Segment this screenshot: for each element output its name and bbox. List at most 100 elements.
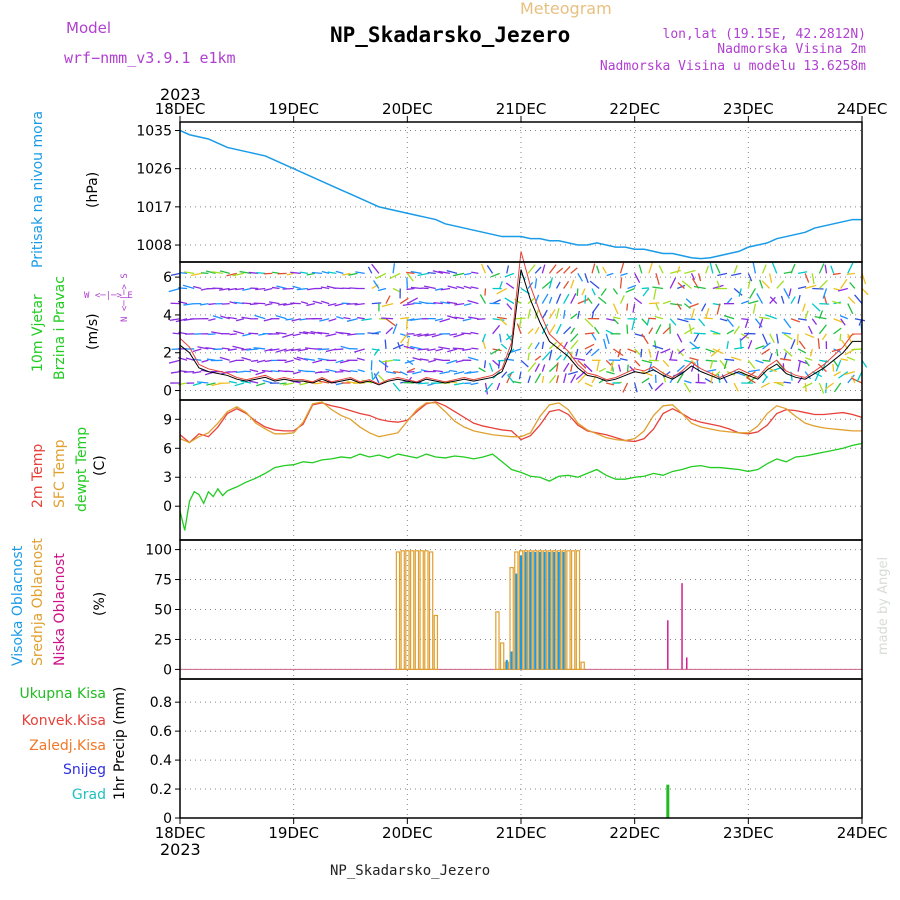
wind-barb xyxy=(541,293,549,304)
wind-barb xyxy=(620,272,628,277)
temp-label-2: SFC Temp xyxy=(52,439,68,508)
low-cloud-bar xyxy=(681,583,683,670)
wind-barb xyxy=(512,380,522,384)
wind-barb xyxy=(641,359,653,364)
wind-barb xyxy=(541,309,548,320)
wind-barb xyxy=(534,266,542,274)
wind-barb xyxy=(389,272,401,280)
wind-barb xyxy=(399,297,409,305)
wind-barb xyxy=(819,302,830,305)
wind-barb xyxy=(761,348,771,355)
wind-barb xyxy=(439,318,451,323)
wind-barb xyxy=(235,318,245,322)
wind-barb xyxy=(769,352,773,361)
wind-barb xyxy=(769,273,773,284)
wind-barb xyxy=(318,370,330,374)
wind-barb xyxy=(169,318,181,321)
wind-barb xyxy=(262,379,273,384)
wind-barb xyxy=(670,269,681,274)
wind-barb xyxy=(747,340,753,350)
wind-barb xyxy=(478,367,486,373)
wind-barb xyxy=(486,265,494,274)
wind-barb xyxy=(499,318,508,326)
wind-barb xyxy=(303,331,316,335)
temp2m-line xyxy=(179,401,863,444)
wind-barb xyxy=(384,339,387,350)
wind-barb xyxy=(240,380,252,384)
wind-barb xyxy=(233,330,245,335)
wind-barb xyxy=(776,333,779,344)
precip-ytick-label: 0.6 xyxy=(150,724,172,740)
wind-barb xyxy=(705,265,710,274)
wind-barb xyxy=(481,333,487,343)
wind-barb xyxy=(811,303,821,312)
wind-barb xyxy=(371,263,380,274)
wind-barb xyxy=(340,345,351,350)
wind-barb xyxy=(797,376,803,384)
wind-barb xyxy=(739,338,742,350)
date-label-bottom: 22DEC xyxy=(609,824,660,842)
wind-barb xyxy=(818,279,828,289)
wind-barb xyxy=(275,315,287,320)
wind-barb xyxy=(840,278,848,289)
wind-barb xyxy=(776,280,785,289)
wind-barb xyxy=(761,280,771,289)
wind-ytick-label: 6 xyxy=(163,270,172,286)
wind-barb xyxy=(555,375,560,384)
wind-barb xyxy=(758,318,764,329)
wind-barb xyxy=(312,359,323,364)
wind-barb xyxy=(199,302,209,306)
wind-barb xyxy=(321,270,330,274)
wind-barb xyxy=(434,318,444,322)
wind-barb xyxy=(563,293,570,304)
wind-barb xyxy=(693,285,706,290)
wind-barb xyxy=(264,302,273,306)
plot-area: 1035 1026 1017 1008 6 4 2 0 9 6 3 0 100 75 50 25 0 0.8 0.6… xyxy=(136,100,887,842)
wind-barb xyxy=(499,333,502,343)
wind-barb xyxy=(412,371,422,375)
wind-barb xyxy=(570,293,577,304)
wind-barb xyxy=(619,357,628,361)
wind-barb xyxy=(690,308,695,319)
wind-barb xyxy=(652,286,664,290)
wind-barb xyxy=(693,333,700,343)
high-cloud-bar xyxy=(520,555,522,670)
wind-barb xyxy=(449,333,458,336)
date-label-top: 23DEC xyxy=(723,100,774,118)
wind-barb xyxy=(406,359,414,366)
wind-barb xyxy=(748,369,761,373)
wind-barb xyxy=(343,316,351,320)
temp-label-3: dewpt Temp xyxy=(74,427,90,512)
wind-barb xyxy=(676,266,681,274)
wind-barb xyxy=(269,348,280,352)
wind-barb xyxy=(741,300,750,305)
wind-barb xyxy=(783,318,792,329)
wind-barb xyxy=(413,302,422,305)
wind-barb xyxy=(817,363,827,373)
wind-barb xyxy=(570,364,573,372)
wind-barb xyxy=(797,294,801,304)
wind-barb xyxy=(338,331,351,335)
wind-barb xyxy=(307,287,316,291)
wind-barb xyxy=(683,382,691,393)
mid-cloud-bar xyxy=(409,550,415,671)
wind-barb xyxy=(744,318,749,329)
wind-barb xyxy=(678,348,685,355)
wind-barb xyxy=(548,296,553,304)
wind-barb xyxy=(811,273,815,285)
wind-barb xyxy=(612,348,624,357)
wind-barb xyxy=(242,302,252,305)
wind-barb xyxy=(698,318,706,327)
wind-barb xyxy=(833,371,842,377)
wind-barb xyxy=(290,348,301,352)
wind-barb xyxy=(833,327,842,335)
wind-barb xyxy=(776,348,779,357)
wind-barb xyxy=(814,316,827,320)
wind-barb xyxy=(783,381,792,384)
wind-barb xyxy=(676,373,684,384)
wind-barb xyxy=(724,358,735,361)
wind-barb xyxy=(342,272,351,276)
wind-barb xyxy=(264,359,273,363)
wind-barb xyxy=(584,343,595,350)
wind-barb xyxy=(440,301,451,305)
